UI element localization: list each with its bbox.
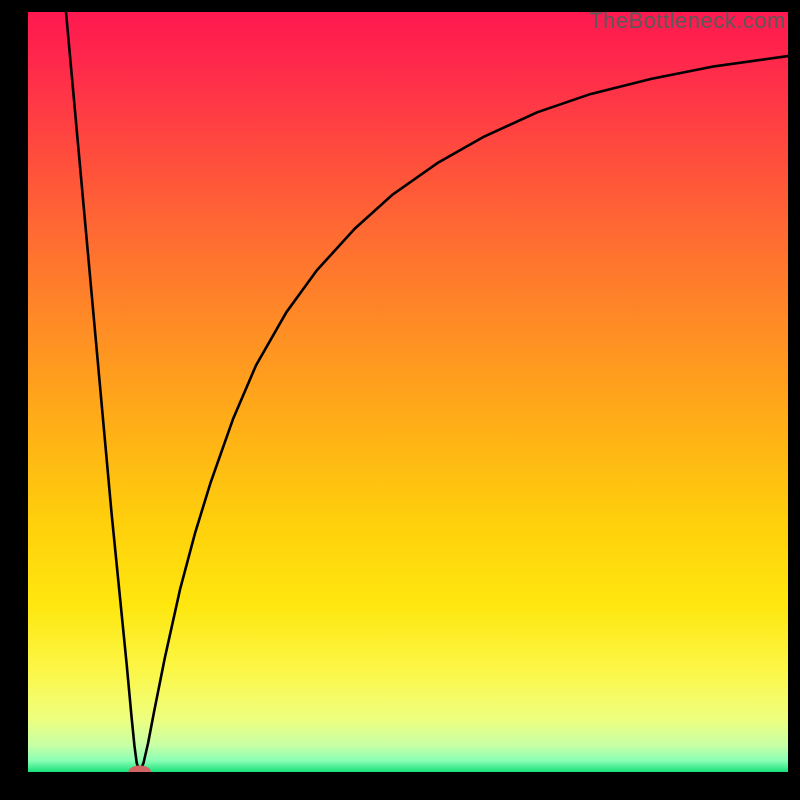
background-rect bbox=[28, 12, 788, 772]
plot-area bbox=[28, 12, 788, 772]
chart-frame: TheBottleneck.com bbox=[0, 0, 800, 800]
chart-svg bbox=[28, 12, 788, 772]
